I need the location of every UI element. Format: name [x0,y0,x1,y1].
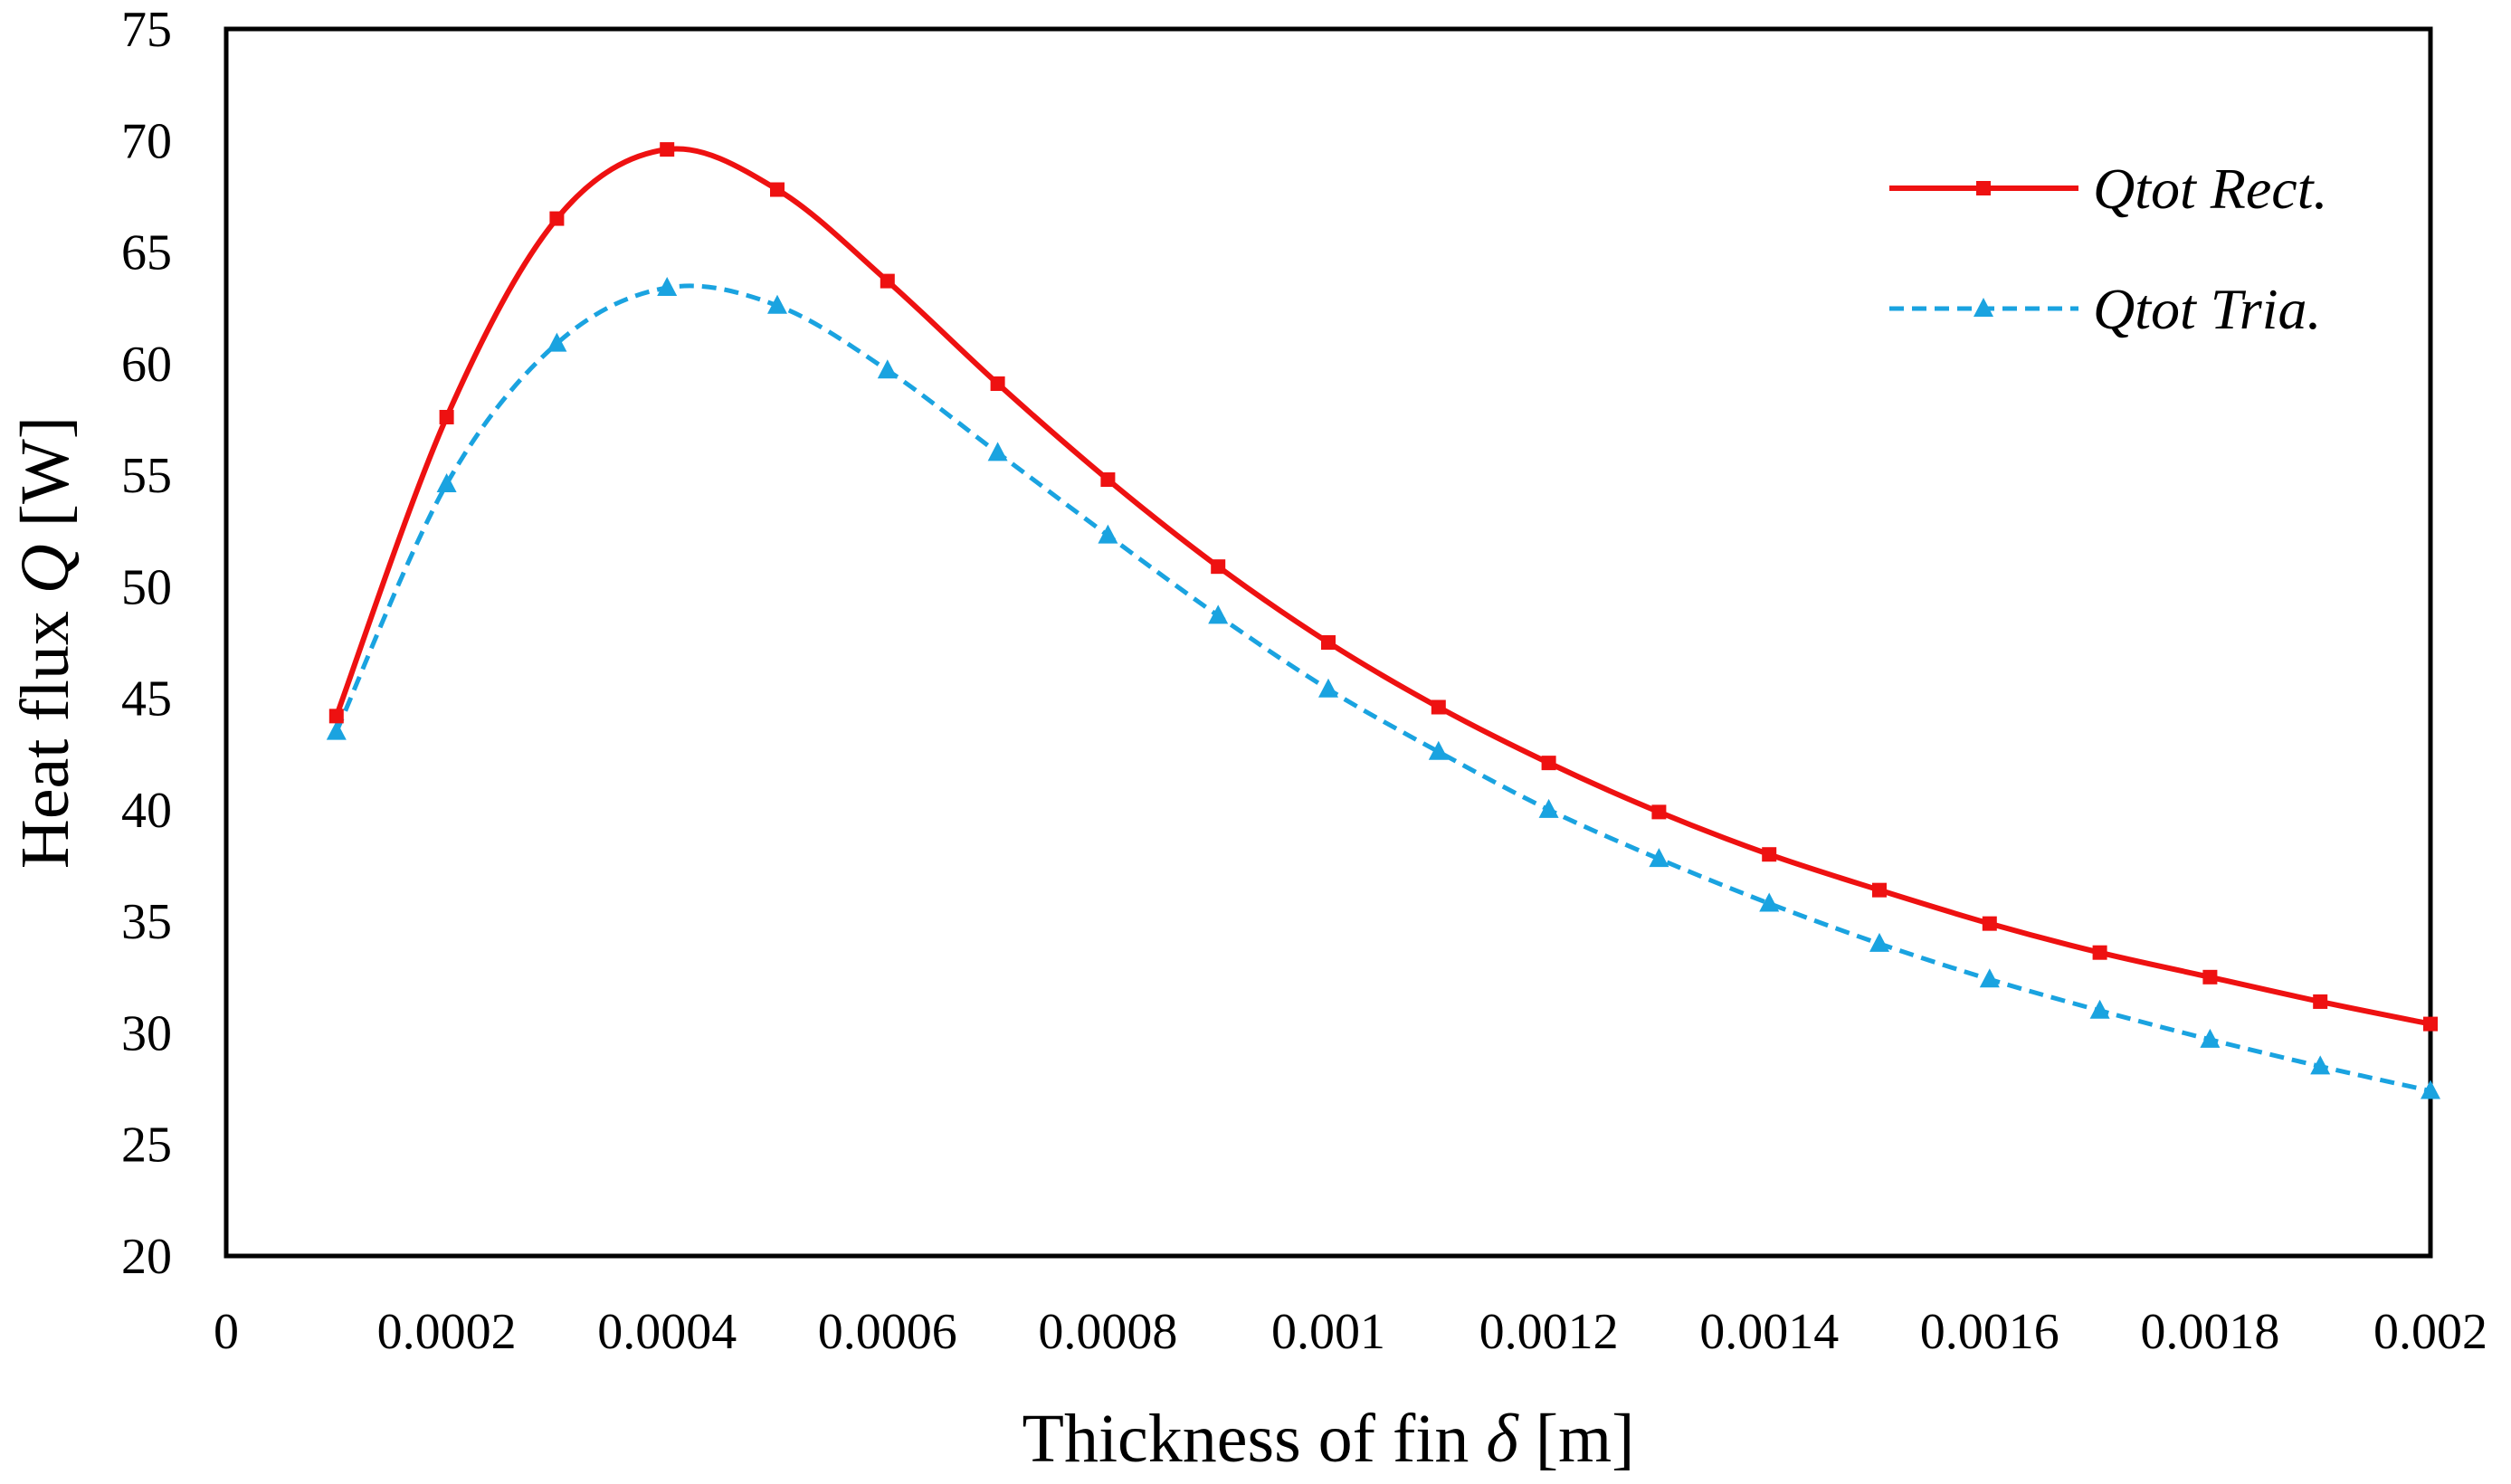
data-point-tria [326,720,347,740]
data-point-tria [657,276,678,296]
series-layer [326,142,2440,1099]
y-axis-title: Heat flux Q [W] [7,416,83,869]
legend-label-rect: Qtot Rect. [2093,157,2327,221]
legend-label-tria: Qtot Tria. [2093,277,2322,341]
data-point-tria [2310,1055,2331,1075]
data-point-tria [1979,968,2000,988]
x-tick-label: 0.002 [2373,1304,2487,1360]
x-tick-label: 0 [214,1304,239,1360]
legend-marker-tria [1974,298,1993,317]
data-point-rect [990,376,1005,392]
data-point-rect [1762,847,1777,862]
data-point-tria [1649,848,1669,868]
data-point-tria [987,442,1008,461]
data-point-tria [1428,740,1449,760]
data-point-tria [1869,932,1889,952]
legend-item-rect: Qtot Rect. [1889,157,2327,221]
y-tick-label: 50 [121,559,172,615]
data-point-rect [1541,756,1556,771]
y-tick-label: 40 [121,783,172,839]
data-point-tria [547,332,567,352]
data-point-tria [2421,1080,2440,1099]
data-point-tria [1538,798,1559,818]
x-axis-title: Thickness of fin δ [m] [1022,1401,1635,1477]
data-point-rect [770,182,785,197]
data-point-rect [2092,945,2107,960]
y-tick-label: 35 [121,894,172,950]
x-tick-label: 0.0014 [1699,1304,1839,1360]
x-tick-label: 0.0008 [1038,1304,1177,1360]
data-point-rect [439,409,454,424]
y-tick-label: 65 [121,225,172,281]
x-tick-label: 0.0012 [1479,1304,1619,1360]
data-point-rect [880,273,895,289]
data-point-rect [1651,804,1667,820]
x-tick-label: 0.0016 [1920,1304,2059,1360]
data-point-rect [1982,916,1997,931]
y-tick-label: 20 [121,1229,172,1285]
data-point-rect [2313,994,2328,1009]
data-point-rect [1100,472,1116,488]
legend: Qtot Rect. Qtot Tria. [1889,157,2327,341]
y-axis-ticks: 20 25 30 35 40 45 50 55 60 65 70 75 [121,2,172,1285]
data-point-tria [2089,999,2110,1019]
data-point-rect [1431,699,1446,715]
legend-item-tria: Qtot Tria. [1889,277,2322,341]
data-point-tria [767,294,787,314]
series-tria [326,276,2440,1099]
y-tick-label: 75 [121,2,172,58]
x-tick-label: 0.001 [1271,1304,1385,1360]
data-point-tria [436,472,457,492]
data-point-rect [1211,559,1226,575]
y-tick-label: 30 [121,1005,172,1061]
data-point-rect [2202,969,2218,985]
x-tick-label: 0.0004 [597,1304,737,1360]
data-point-tria [1098,524,1118,544]
data-point-rect [549,211,565,226]
data-point-tria [1208,604,1229,624]
data-point-tria [1759,892,1780,912]
legend-marker-rect [1976,181,1991,195]
data-point-tria [2200,1028,2221,1048]
x-tick-label: 0.0006 [818,1304,957,1360]
data-point-rect [328,709,344,724]
x-axis-ticks: 0 0.0002 0.0004 0.0006 0.0008 0.001 0.0012 0.00… [214,1304,2487,1360]
data-point-rect [1321,635,1336,650]
series-rect [328,142,2438,1032]
x-tick-label: 0.0002 [377,1304,517,1360]
data-point-rect [1872,882,1887,898]
y-tick-label: 45 [121,671,172,728]
data-point-rect [660,142,675,157]
y-tick-label: 25 [121,1118,172,1174]
y-tick-label: 60 [121,337,172,393]
y-tick-label: 55 [121,448,172,504]
data-point-tria [1318,678,1338,698]
data-point-tria [877,359,898,379]
x-tick-label: 0.0018 [2140,1304,2279,1360]
y-tick-label: 70 [121,113,172,169]
data-point-rect [2423,1016,2438,1032]
